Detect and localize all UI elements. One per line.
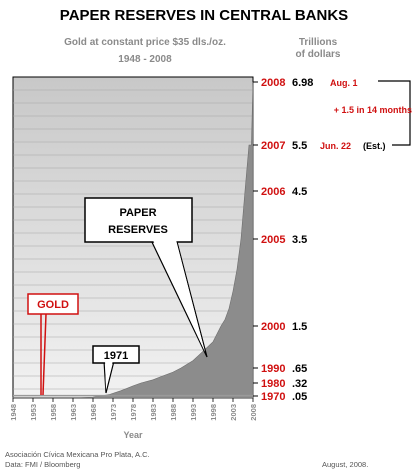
gold-callout-text: GOLD — [37, 299, 69, 311]
chart-period: 1948 - 2008 — [118, 54, 172, 65]
gold-callout-pointer — [40, 313, 47, 396]
value-label-amount: 6.98 — [292, 77, 313, 89]
value-label-year: 2008 — [261, 77, 285, 89]
value-label-amount: 5.5 — [292, 140, 307, 152]
x-tick-label: 2008 — [249, 404, 258, 421]
value-label-year: 1990 — [261, 363, 285, 375]
value-label-amount: .32 — [292, 378, 307, 390]
value-label-amount: .65 — [292, 363, 307, 375]
value-label-note: (Est.) — [363, 141, 386, 151]
year-1971-callout-text: 1971 — [104, 350, 128, 362]
paper-reserves-callout — [84, 197, 193, 243]
value-label-date: Jun. 22 — [320, 141, 351, 151]
units-label: Trillions of dollars — [295, 37, 340, 60]
gold-callout — [27, 293, 79, 315]
x-tick-label: 1953 — [29, 404, 38, 421]
x-tick-label: 1958 — [49, 404, 58, 421]
x-tick-label: 1993 — [189, 404, 198, 421]
value-label-year: 1980 — [261, 378, 285, 390]
chart-date: August, 2008. — [322, 460, 368, 469]
x-tick-label: 1968 — [89, 404, 98, 421]
growth-bracket — [378, 80, 411, 146]
value-label-date: Aug. 1 — [330, 78, 358, 88]
year-1971-callout — [92, 345, 140, 364]
x-tick-label: 1948 — [9, 404, 18, 421]
x-tick-label: 2003 — [229, 404, 238, 421]
x-tick-label: 1973 — [109, 404, 118, 421]
x-tick-label: 1983 — [149, 404, 158, 421]
value-label-amount: 3.5 — [292, 234, 307, 246]
x-tick-label: 1988 — [169, 404, 178, 421]
chart-title: PAPER RESERVES IN CENTRAL BANKS — [60, 7, 348, 24]
value-label-amount: .05 — [292, 391, 307, 403]
value-label-year: 1970 — [261, 391, 285, 403]
source-line-2: Data: FMI / Bloomberg — [5, 460, 80, 469]
value-label-year: 2007 — [261, 140, 285, 152]
x-axis: 1948 1953 1958 1963 1968 1973 1978 1983 1988 1993… — [9, 398, 258, 421]
paper-reserves-callout-line1: PAPER — [119, 207, 156, 219]
x-tick-label: 1978 — [129, 404, 138, 421]
value-label-year: 2006 — [261, 186, 285, 198]
value-label-year: 2005 — [261, 234, 285, 246]
paper-reserves-callout-line2: RESERVES — [108, 224, 168, 236]
chart-subtitle: Gold at constant price $35 dls./oz. — [64, 37, 226, 48]
value-label-year: 2000 — [261, 321, 285, 333]
x-tick-label: 1998 — [209, 404, 218, 421]
value-labels: 2008 6.98 Aug. 1 2007 5.5 Jun. 22 (Est.) 2006 4.… — [253, 77, 386, 403]
x-tick-label: 1963 — [69, 404, 78, 421]
value-label-amount: 4.5 — [292, 186, 307, 198]
growth-note: + 1.5 in 14 months — [334, 105, 412, 115]
source-line-1: Asociación Cívica Mexicana Pro Plata, A.… — [5, 450, 150, 459]
area-paper-reserves — [12, 81, 254, 399]
x-axis-label: Year — [123, 430, 143, 440]
value-label-amount: 1.5 — [292, 321, 307, 333]
